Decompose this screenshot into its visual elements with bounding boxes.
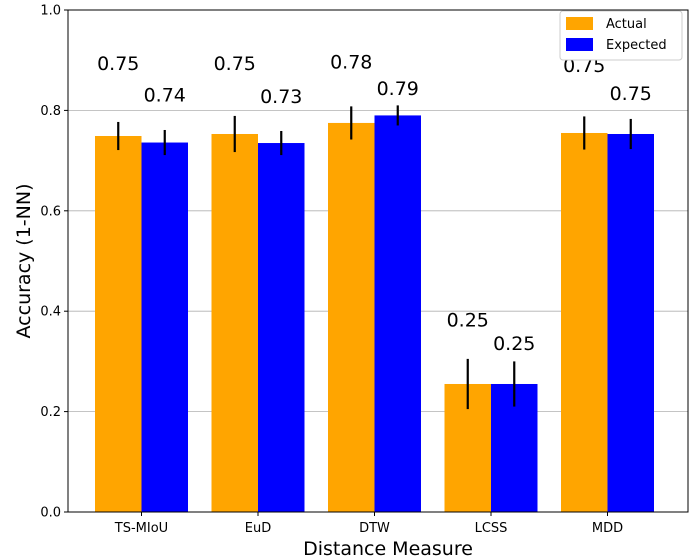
legend-swatch-actual: [566, 17, 593, 30]
y-tick-label: 0.6: [40, 204, 61, 219]
y-tick-label: 0.0: [40, 506, 61, 521]
legend: Actual Expected: [559, 10, 683, 61]
x-axis-ticks: TS-MIoU EuD DTW LCSS MDD: [114, 512, 623, 536]
bar-expected: [374, 115, 421, 513]
y-tick-label: 0.4: [40, 305, 61, 320]
x-tick-label: LCSS: [475, 521, 508, 536]
legend-label-expected: Expected: [606, 38, 667, 53]
value-label-expected: 0.73: [260, 86, 302, 108]
bar-expected: [258, 143, 305, 512]
value-labels: 0.75 0.75 0.780.250.750.74 0.73 0.790.250.75: [97, 52, 652, 355]
bar-actual: [95, 136, 142, 512]
value-label-actual: 0.25: [447, 309, 489, 331]
bar-actual: [328, 122, 375, 512]
y-tick-label: 1.0: [40, 4, 61, 19]
x-tick-label: DTW: [359, 521, 390, 536]
legend-swatch-expected: [566, 38, 593, 51]
value-label-expected: 0.75: [610, 83, 652, 105]
value-label-actual: 0.75: [97, 53, 139, 75]
bar-actual: [561, 132, 608, 513]
value-label-expected: 0.79: [377, 78, 419, 100]
bar-actual: [211, 133, 258, 512]
value-label-actual: 0.75: [214, 53, 256, 75]
value-label-expected: 0.74: [144, 84, 186, 106]
x-axis-title: Distance Measure: [303, 538, 473, 560]
value-label-actual: 0.78: [330, 52, 372, 74]
bar-expected: [141, 142, 188, 512]
bar-expected: [607, 133, 654, 512]
value-label-expected: 0.25: [493, 333, 535, 355]
x-tick-label: EuD: [245, 521, 271, 536]
x-tick-label: TS-MIoU: [114, 521, 168, 536]
y-axis-title: Accuracy (1-NN): [13, 184, 35, 339]
plot-frame: [67, 9, 689, 513]
bars: [95, 115, 654, 513]
value-label-actual: 0.75: [563, 55, 605, 77]
y-axis-ticks: 0.0 0.2 0.4 0.6 0.8 1.0: [40, 4, 68, 521]
x-tick-label: MDD: [592, 521, 623, 536]
legend-label-actual: Actual: [606, 17, 647, 32]
error-bars: [117, 105, 632, 410]
y-tick-label: 0.8: [40, 104, 61, 119]
y-tick-label: 0.2: [40, 405, 61, 420]
